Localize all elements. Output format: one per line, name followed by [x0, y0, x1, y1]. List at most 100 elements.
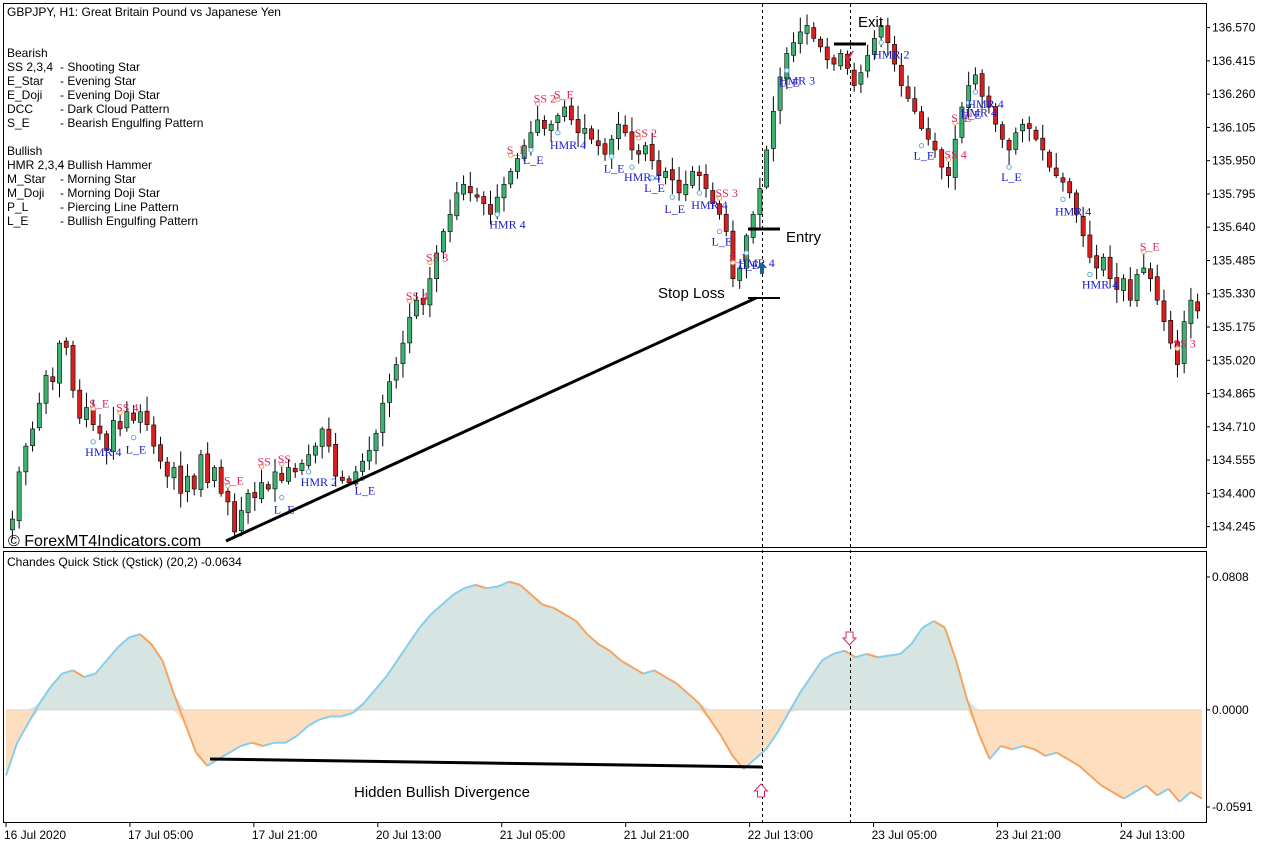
osc-line-segment [1078, 764, 1091, 777]
pattern-label: SS 3 [715, 186, 737, 200]
osc-line-segment [530, 594, 544, 606]
candle [387, 373, 392, 418]
pattern-label: HMR 4 [550, 138, 586, 152]
candle-body [1134, 274, 1140, 301]
candle-body [676, 179, 682, 194]
candle [548, 120, 554, 143]
osc-line-segment [1190, 791, 1203, 800]
price-tick-label: 136.105 [1212, 120, 1256, 134]
candle-body [1026, 123, 1032, 129]
candle [959, 101, 965, 144]
candle-body [831, 57, 837, 65]
candle-body [535, 119, 541, 133]
candle [757, 177, 763, 230]
candle-body [292, 467, 298, 473]
candle-body [137, 411, 143, 423]
osc-line-segment [1033, 748, 1047, 757]
osc-line-segment [765, 732, 779, 750]
candle [1148, 262, 1153, 292]
time-tick-label: 23 Jul 05:00 [872, 828, 938, 842]
candle-body [1161, 300, 1167, 322]
legend-code: HMR 2,3,4 [7, 158, 65, 172]
star-marker [952, 120, 958, 126]
candle [339, 470, 345, 484]
candle-body [474, 194, 480, 198]
candle [333, 432, 339, 487]
candle [845, 50, 850, 75]
time-tick-label: 21 Jul 05:00 [500, 828, 566, 842]
time-tick-label: 17 Jul 05:00 [128, 828, 194, 842]
candle [858, 64, 864, 93]
osc-line-segment [161, 660, 175, 694]
candle [925, 117, 931, 146]
candle-body [1020, 123, 1025, 132]
candle [824, 37, 830, 69]
candle [259, 469, 264, 504]
candle [663, 167, 668, 185]
price-tick-label: 135.485 [1212, 253, 1256, 267]
osc-line-segment [385, 659, 399, 678]
hammer-marker [878, 39, 884, 46]
osc-line-segment [475, 583, 487, 590]
candle [1100, 253, 1106, 277]
osc-line-segment [1089, 774, 1103, 787]
candle-body [804, 25, 810, 34]
osc-line-segment [709, 719, 723, 737]
candle-body [36, 402, 42, 429]
price-axis: 136.570 136.415 136.260 136.105 135.950 135.7… [1206, 21, 1256, 534]
candle [447, 199, 453, 243]
candle [420, 288, 426, 316]
hammer-marker [1006, 164, 1012, 170]
candle-body [925, 128, 931, 140]
candle [1087, 220, 1093, 264]
indicator-title: Chandes Quick Stick (Qstick) (20,2) -0.0… [7, 555, 242, 569]
pattern-label: SS 2 [635, 126, 657, 140]
candle-body [407, 317, 413, 344]
hammer-marker [918, 142, 925, 149]
candle-body [1013, 132, 1019, 150]
osc-line-segment [5, 742, 19, 776]
candle [838, 49, 844, 70]
candle-body [225, 490, 231, 503]
candle-body [959, 106, 965, 138]
hammer-marker [743, 250, 750, 256]
osc-line-segment [94, 659, 108, 675]
pattern-label: SS 3 [1173, 336, 1195, 350]
osc-line-segment [553, 607, 566, 616]
hammer-marker [130, 434, 137, 441]
divergence-label: Hidden Bullish Divergence [354, 784, 530, 801]
candle-body [818, 38, 823, 48]
candle [1175, 329, 1180, 378]
candle-body [245, 493, 251, 513]
candle-body [151, 424, 157, 447]
osc-line-segment [597, 643, 611, 652]
candle-body [636, 150, 642, 155]
candle [366, 436, 372, 470]
candle [1154, 264, 1160, 306]
candle [690, 166, 695, 189]
hammer-marker [90, 439, 96, 445]
candle-body [1040, 137, 1046, 151]
candle [185, 464, 190, 503]
candle-body [952, 138, 958, 178]
candle [535, 106, 541, 137]
candle-body [663, 171, 668, 178]
candle-body [1188, 299, 1194, 324]
price-tick-label: 134.400 [1212, 486, 1256, 500]
candle-body [104, 433, 110, 451]
candle [656, 150, 662, 183]
pattern-label: L_E [355, 483, 376, 497]
legend-desc: - Morning Doji Star [60, 186, 160, 200]
price-tick-label: 136.260 [1212, 87, 1256, 101]
osc-line-segment [508, 580, 521, 586]
pattern-label: HMR 4 [967, 97, 1003, 111]
candle [124, 401, 130, 432]
candle-body [238, 510, 244, 532]
osc-line-segment [899, 643, 913, 655]
candle [999, 121, 1005, 149]
candle [1134, 269, 1140, 307]
osc-line-segment [1156, 787, 1169, 797]
osc-line-segment [1123, 791, 1136, 800]
hammer-marker [528, 147, 534, 153]
candle [77, 379, 83, 424]
